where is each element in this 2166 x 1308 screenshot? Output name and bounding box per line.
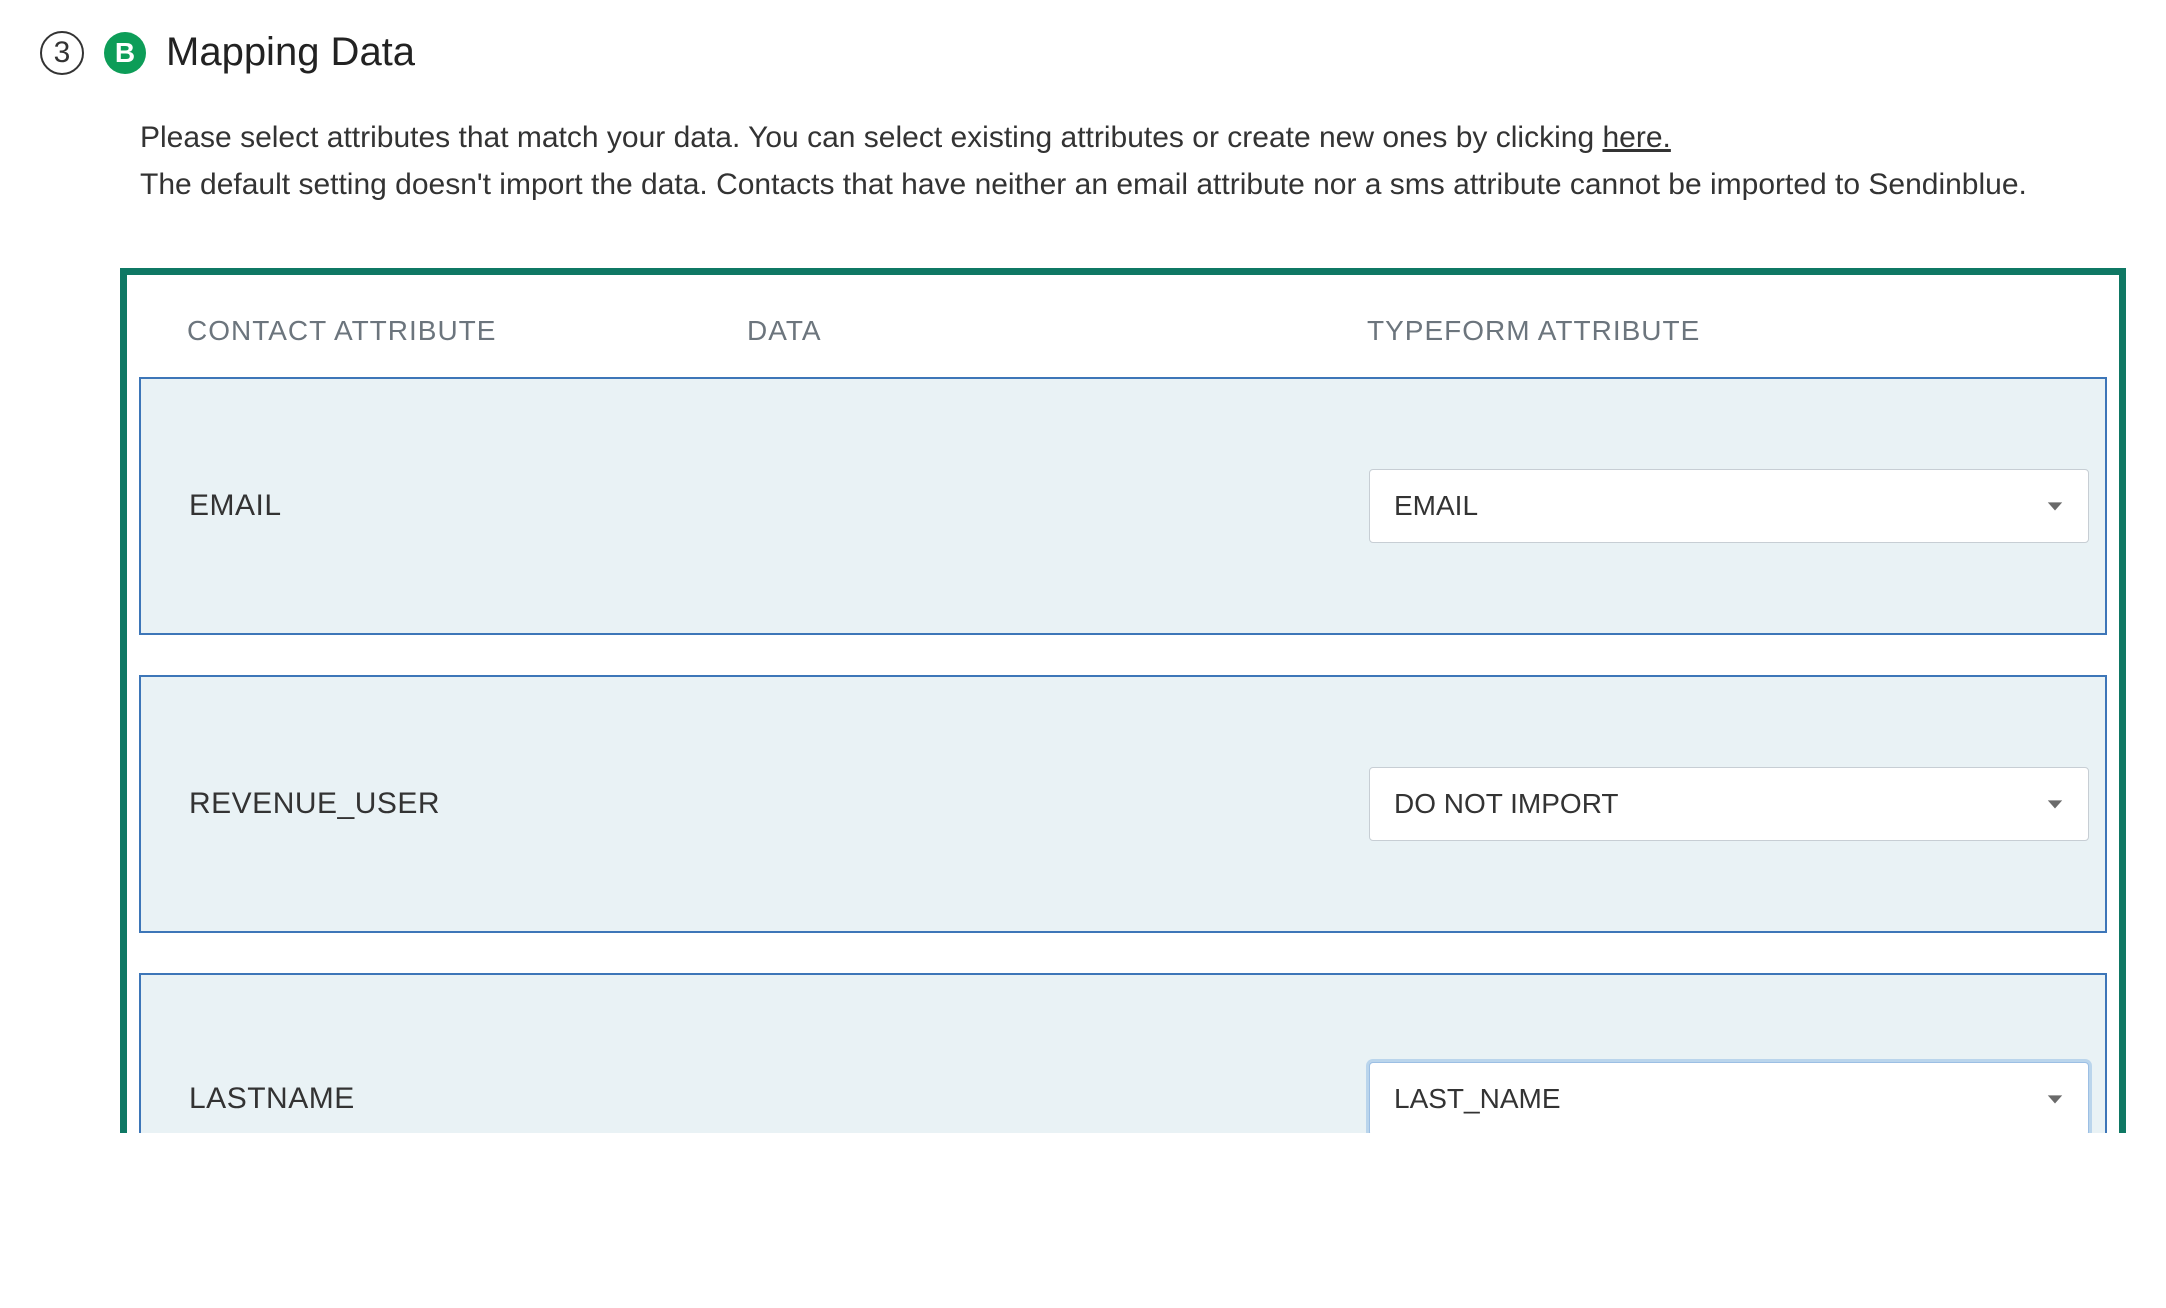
create-attribute-link[interactable]: here. — [1602, 121, 1670, 154]
description-line2: The default setting doesn't import the d… — [140, 168, 2027, 201]
select-value: DO NOT IMPORT — [1394, 788, 1619, 820]
step-description: Please select attributes that match your… — [140, 115, 2040, 208]
step-title: Mapping Data — [166, 30, 415, 75]
step-header: 3 B Mapping Data — [40, 30, 2126, 75]
brand-icon: B — [104, 32, 146, 74]
step-number-text: 3 — [54, 36, 71, 70]
column-header-contact: CONTACT ATTRIBUTE — [187, 315, 747, 347]
mapping-columns-header: CONTACT ATTRIBUTE DATA TYPEFORM ATTRIBUT… — [127, 275, 2119, 377]
chevron-down-icon — [2046, 798, 2064, 810]
typeform-select-wrap: DO NOT IMPORT — [1369, 767, 2089, 841]
mapping-panel: CONTACT ATTRIBUTE DATA TYPEFORM ATTRIBUT… — [120, 268, 2126, 1133]
mapping-row: EMAIL EMAIL — [139, 377, 2107, 635]
typeform-attribute-select[interactable]: LAST_NAME — [1369, 1062, 2089, 1133]
contact-attribute-label: REVENUE_USER — [189, 787, 749, 821]
column-header-data: DATA — [747, 315, 1367, 347]
typeform-select-wrap: EMAIL — [1369, 469, 2089, 543]
step-number-badge: 3 — [40, 31, 84, 75]
description-line1-prefix: Please select attributes that match your… — [140, 121, 1602, 154]
typeform-attribute-select[interactable]: EMAIL — [1369, 469, 2089, 543]
brand-letter: B — [115, 37, 135, 69]
chevron-down-icon — [2046, 1093, 2064, 1105]
typeform-select-wrap: LAST_NAME — [1369, 1062, 2089, 1133]
mapping-row: LASTNAME LAST_NAME — [139, 973, 2107, 1133]
select-value: LAST_NAME — [1394, 1083, 1561, 1115]
contact-attribute-label: EMAIL — [189, 489, 749, 523]
mapping-row: REVENUE_USER DO NOT IMPORT — [139, 675, 2107, 933]
select-value: EMAIL — [1394, 490, 1478, 522]
column-header-typeform: TYPEFORM ATTRIBUTE — [1367, 315, 2059, 347]
contact-attribute-label: LASTNAME — [189, 1082, 749, 1116]
typeform-attribute-select[interactable]: DO NOT IMPORT — [1369, 767, 2089, 841]
chevron-down-icon — [2046, 500, 2064, 512]
